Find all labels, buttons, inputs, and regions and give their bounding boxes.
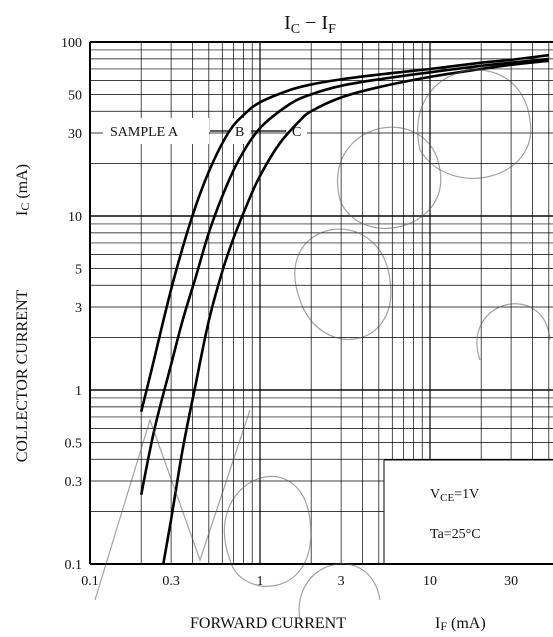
- vce-condition: VCE=1V: [430, 487, 479, 504]
- watermark: [94, 69, 551, 621]
- x-tick-label: 10: [423, 574, 437, 589]
- y-tick-label: 0.1: [65, 558, 83, 573]
- sample-b-label: B: [235, 125, 244, 140]
- ta-condition: Ta=25°C: [430, 527, 481, 542]
- y-tick-label: 0.5: [65, 436, 83, 451]
- series-line-c: [162, 59, 549, 565]
- y-axis-title: COLLECTOR CURRENT: [14, 289, 31, 462]
- x-tick-label: 0.3: [162, 574, 180, 589]
- sample-label-bg: [103, 118, 209, 144]
- series-line-a: [139, 53, 549, 413]
- x-tick-label: 1: [257, 574, 264, 589]
- y-tick-label: 1: [75, 384, 82, 399]
- y-tick-label: 50: [68, 88, 82, 103]
- series-curves: [139, 53, 549, 565]
- y-tick-labels: 0.1 0.3 0.5 1 3 5 10 30 50 100: [61, 36, 82, 573]
- sample-a-label: SAMPLE A: [110, 125, 179, 140]
- y-tick-label: 5: [75, 262, 82, 277]
- x-tick-label: 30: [504, 574, 518, 589]
- y-tick-label: 100: [61, 36, 82, 51]
- y-tick-label: 0.3: [65, 475, 83, 490]
- conditions-box-bg: [384, 460, 553, 563]
- x-tick-label: 3: [338, 574, 345, 589]
- series-line-b: [139, 57, 549, 496]
- x-axis-symbol: IF (mA): [435, 615, 486, 633]
- y-tick-label: 10: [68, 210, 82, 225]
- x-tick-label: 0.1: [81, 574, 99, 589]
- sample-c-label: C: [292, 125, 301, 140]
- label-c-bg: [287, 118, 307, 144]
- x-tick-labels: 0.1 0.3 1 3 10 30: [81, 574, 518, 589]
- y-tick-label: 30: [68, 127, 82, 142]
- x-axis-title: FORWARD CURRENT: [190, 615, 346, 632]
- chart-title: IC − IF: [284, 12, 336, 37]
- y-tick-label: 3: [75, 301, 82, 316]
- y-axis-symbol: IC (mA): [14, 164, 32, 216]
